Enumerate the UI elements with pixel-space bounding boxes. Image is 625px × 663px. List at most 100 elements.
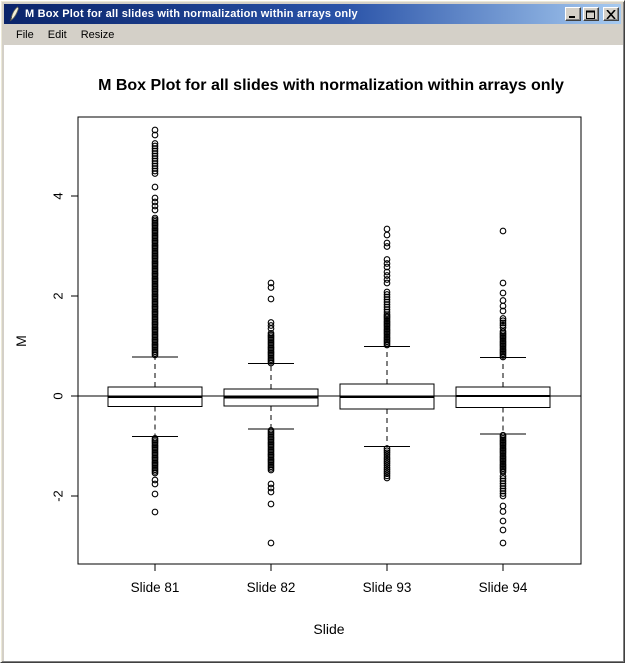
outlier-point <box>383 256 391 263</box>
outlier-point <box>383 447 391 455</box>
outlier-point <box>151 198 159 206</box>
outlier-point <box>499 490 507 497</box>
x-tick-label: Slide 93 <box>363 580 412 595</box>
outlier-point <box>499 539 507 547</box>
close-icon <box>606 9 616 19</box>
outlier-point <box>151 202 159 210</box>
outlier-point <box>499 502 507 510</box>
boxplot-slide-81: Slide 81 <box>107 126 203 595</box>
outlier-point <box>383 296 391 303</box>
outlier-point <box>499 328 507 335</box>
outlier-point <box>383 459 391 467</box>
outlier-point <box>151 194 159 202</box>
outlier-point <box>383 279 391 287</box>
iqr-box <box>455 386 551 408</box>
outlier-point <box>267 500 275 508</box>
outlier-point <box>151 145 159 152</box>
window-title: M Box Plot for all slides with normaliza… <box>25 8 358 20</box>
plot-title: M Box Plot for all slides with normaliza… <box>98 77 564 94</box>
outlier-point <box>151 142 159 150</box>
menu-item-edit[interactable]: Edit <box>47 28 67 41</box>
boxplot-slide-94: Slide 94 <box>455 227 551 595</box>
outlier-point <box>151 150 159 157</box>
outlier-point <box>499 480 507 487</box>
y-axis-title: M <box>13 335 29 347</box>
outlier-point <box>499 487 507 495</box>
outlier-point <box>499 475 507 482</box>
outlier-point <box>499 307 507 315</box>
maximize-button[interactable] <box>583 7 599 21</box>
outlier-point <box>383 272 391 279</box>
outlier-point <box>151 170 159 177</box>
outlier-point <box>267 488 275 496</box>
outlier-point <box>383 291 391 298</box>
outlier-point <box>383 462 391 469</box>
outlier-point <box>151 183 159 191</box>
title-bar[interactable]: M Box Plot for all slides with normaliza… <box>4 4 621 24</box>
outlier-point <box>499 315 507 322</box>
outlier-point <box>267 279 275 287</box>
outlier-point <box>383 445 391 452</box>
outlier-point <box>499 431 507 439</box>
outlier-point <box>383 306 391 313</box>
outlier-point <box>151 126 159 134</box>
x-tick-label: Slide 82 <box>247 580 296 595</box>
outlier-point <box>499 319 507 327</box>
outlier-point <box>383 231 391 239</box>
outlier-point <box>151 165 159 172</box>
outlier-point <box>499 508 507 515</box>
outlier-point <box>383 293 391 301</box>
outlier-point <box>499 472 507 480</box>
window-controls <box>565 7 619 21</box>
outlier-point <box>383 263 391 271</box>
menu-item-file[interactable]: File <box>16 28 34 41</box>
feather-icon <box>6 6 22 22</box>
outlier-point <box>267 427 275 434</box>
outlier-point <box>151 435 159 442</box>
outlier-point <box>151 155 159 162</box>
outlier-point <box>383 468 391 476</box>
outlier-point <box>383 239 391 247</box>
outlier-point <box>383 470 391 478</box>
outlier-point <box>499 485 507 492</box>
outlier-point <box>267 329 275 337</box>
outlier-point <box>383 455 391 463</box>
y-tick-label: -2 <box>51 490 66 502</box>
outlier-point <box>267 539 275 547</box>
outlier-point <box>383 453 391 461</box>
outlier-point <box>383 303 391 311</box>
outlier-point <box>499 227 507 235</box>
maximize-icon <box>586 10 595 19</box>
outlier-point <box>383 474 391 482</box>
outlier-point <box>383 225 391 233</box>
outlier-point <box>383 301 391 308</box>
outlier-point <box>267 295 275 303</box>
outlier-point <box>499 492 507 500</box>
outlier-point <box>151 131 159 139</box>
outlier-point <box>267 484 275 492</box>
plot-client-area: M Box Plot for all slides with normaliza… <box>4 45 623 661</box>
outlier-point <box>383 451 391 459</box>
outlier-point <box>151 490 159 498</box>
outlier-point <box>499 526 507 534</box>
minimize-icon <box>569 15 575 18</box>
minimize-button[interactable] <box>565 7 581 21</box>
close-button[interactable] <box>603 7 619 21</box>
menu-item-resize[interactable]: Resize <box>80 28 115 41</box>
outlier-point <box>499 477 507 485</box>
outlier-point <box>151 162 159 170</box>
outlier-point <box>383 464 391 471</box>
y-tick-label: 0 <box>51 392 66 399</box>
outlier-point <box>499 482 507 490</box>
boxplot-slide-82: Slide 82 <box>223 279 319 595</box>
outlier-point <box>151 152 159 160</box>
plot-frame <box>77 116 582 565</box>
outlier-point <box>151 214 159 222</box>
outlier-point <box>499 324 507 331</box>
outlier-point <box>383 260 391 267</box>
outlier-point <box>151 206 159 214</box>
outlier-point <box>151 476 159 484</box>
outlier-point <box>267 322 275 329</box>
menu-bar: File Edit Resize <box>4 24 621 45</box>
